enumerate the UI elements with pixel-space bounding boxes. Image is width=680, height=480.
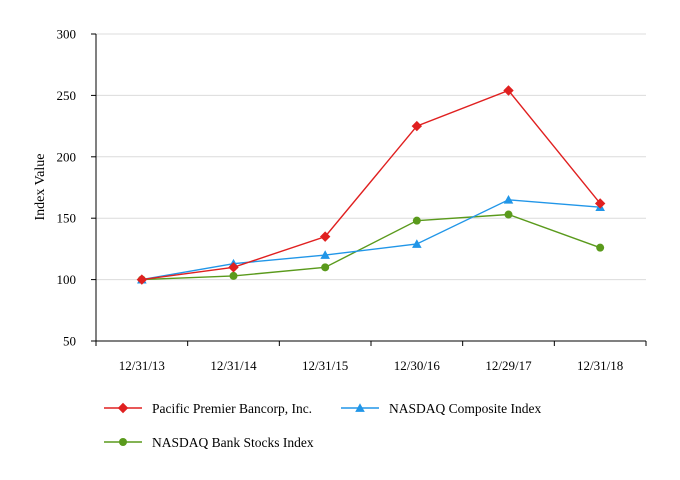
y-axis-title: Index Value — [33, 154, 48, 221]
series-line — [141, 199, 601, 281]
x-tick-label: 12/31/13 — [119, 358, 165, 373]
legend-label: NASDAQ Composite Index — [389, 401, 541, 416]
data-point — [136, 274, 148, 285]
data-point — [229, 271, 238, 280]
data-point — [594, 198, 606, 209]
gridlines — [96, 33, 646, 281]
series-line — [141, 89, 601, 281]
y-tick-label: 100 — [57, 272, 77, 287]
data-point — [503, 194, 514, 204]
legend-item: NASDAQ Composite Index — [341, 401, 541, 416]
x-tick-labels: 12/31/13 12/31/14 12/31/15 12/30/16 12/29/17… — [119, 358, 624, 373]
data-point — [228, 262, 239, 273]
x-tick-label: 12/31/14 — [210, 358, 257, 373]
y-tick-label: 200 — [57, 149, 77, 164]
series-nasdaq-bank-stocks-index — [137, 210, 605, 284]
data-point — [320, 250, 330, 259]
series-line — [141, 213, 601, 281]
y-tick-label: 250 — [57, 88, 77, 103]
legend-item: NASDAQ Bank Stocks Index — [104, 435, 314, 450]
data-point — [321, 263, 330, 272]
y-tick-label: 50 — [63, 334, 76, 349]
y-tick-label: 300 — [57, 27, 77, 42]
data-point — [504, 210, 513, 219]
x-tick-label: 12/31/18 — [577, 358, 623, 373]
y-tick-labels: 50 100 150 200 250 300 — [57, 27, 77, 349]
data-point — [503, 85, 514, 96]
legend-swatch-marker — [117, 402, 129, 414]
legend: Pacific Premier Bancorp, Inc. NASDAQ Comp… — [104, 401, 541, 450]
y-tick-label: 150 — [57, 211, 77, 226]
x-tick-label: 12/30/16 — [394, 358, 441, 373]
axes — [91, 33, 647, 346]
x-tick-label: 12/31/15 — [302, 358, 348, 373]
legend-swatch-marker — [119, 438, 127, 446]
data-point — [412, 239, 422, 248]
data-point — [596, 243, 605, 252]
series-group — [136, 85, 606, 285]
data-point — [411, 120, 423, 132]
legend-swatch-marker — [355, 403, 365, 412]
legend-item: Pacific Premier Bancorp, Inc. — [104, 401, 312, 416]
legend-label: Pacific Premier Bancorp, Inc. — [152, 401, 312, 416]
data-point — [319, 231, 331, 242]
series-pacific-premier-bancorp-inc — [136, 85, 606, 285]
x-tick-label: 12/29/17 — [485, 358, 532, 373]
data-point — [412, 216, 421, 225]
legend-label: NASDAQ Bank Stocks Index — [152, 435, 314, 450]
